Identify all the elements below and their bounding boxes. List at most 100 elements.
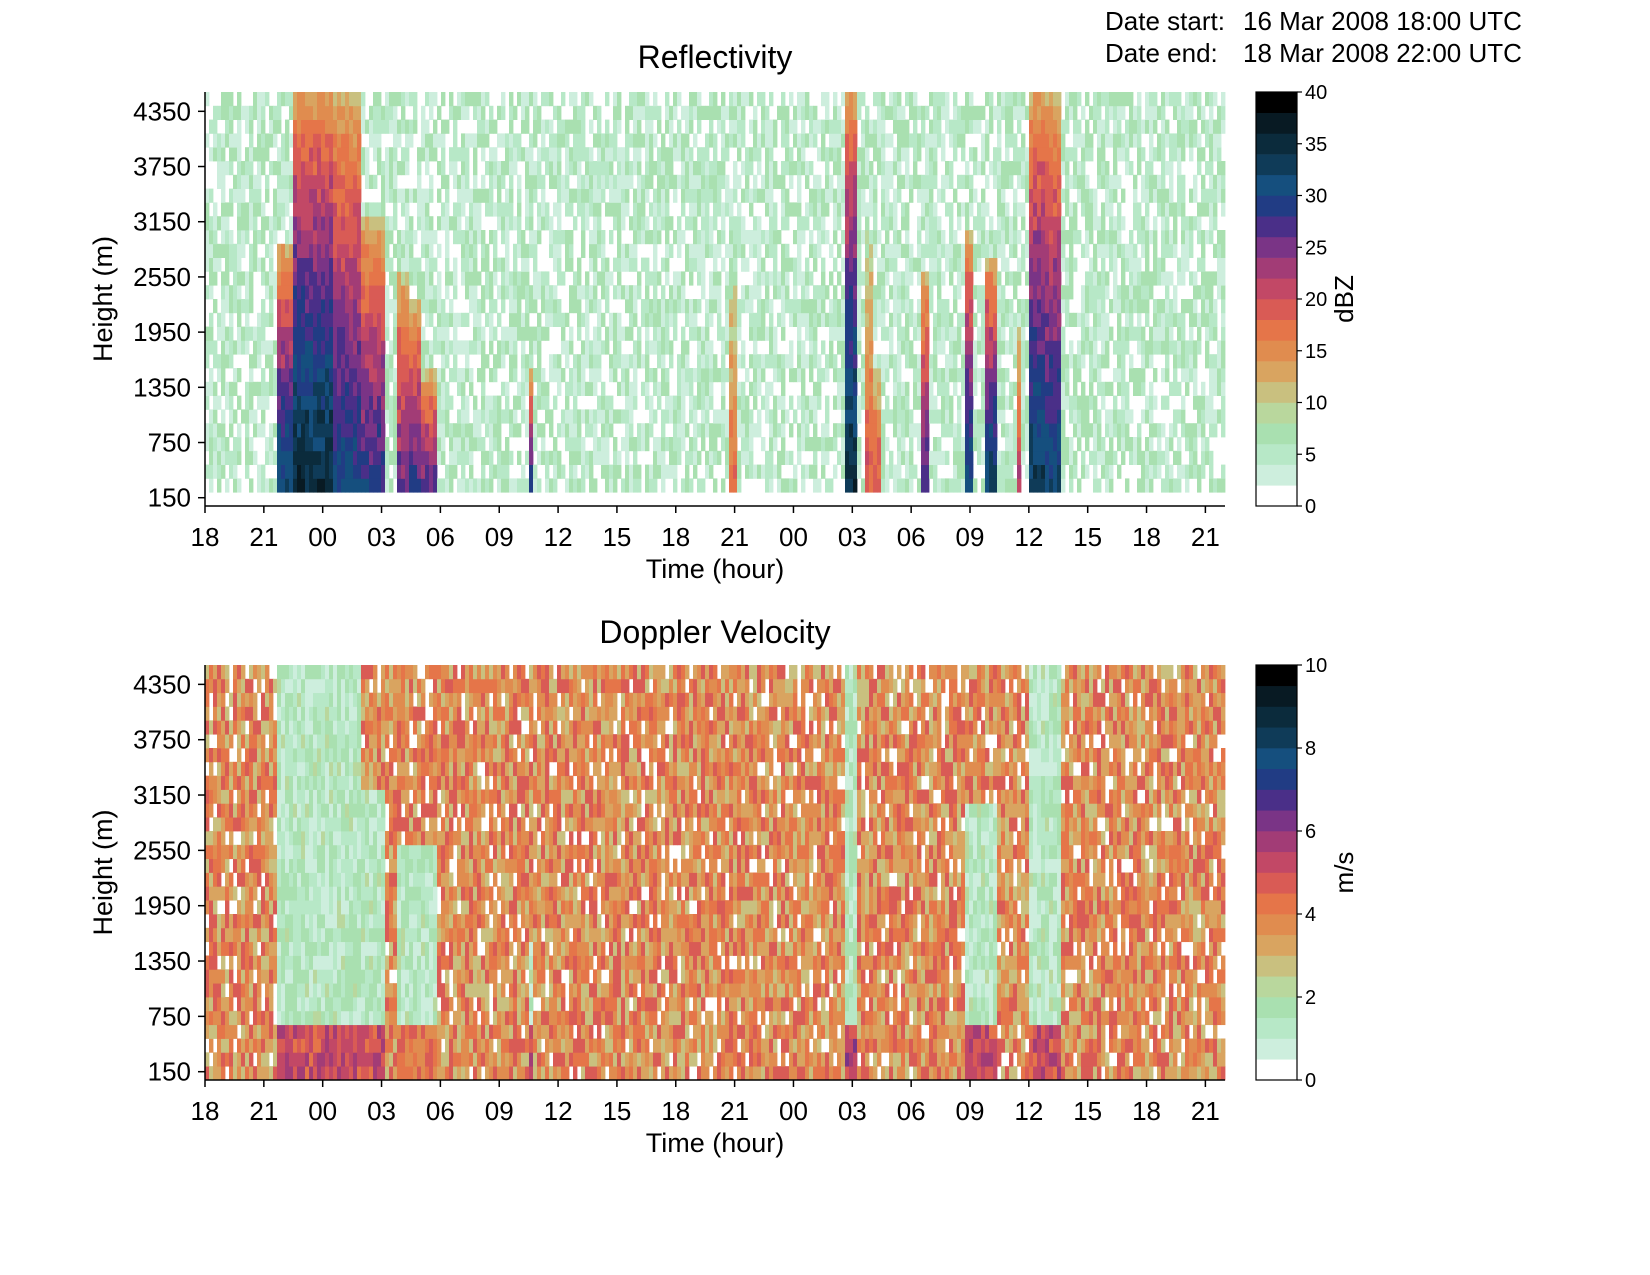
heatmap-cell [1041,188,1046,203]
heatmap-cell [333,133,338,148]
heatmap-cell [261,133,266,148]
heatmap-cell [321,395,326,410]
heatmap-cell [277,119,282,134]
heatmap-cell [945,354,950,369]
heatmap-cell [397,257,402,272]
heatmap-cell [809,354,814,369]
heatmap-cell [669,216,674,231]
heatmap-cell [1005,437,1010,452]
heatmap-cell [913,105,918,120]
heatmap-cell [929,230,934,245]
heatmap-cell [317,174,322,189]
heatmap-cell [461,133,466,148]
heatmap-cell [1089,423,1094,438]
heatmap-cell [1081,395,1086,410]
heatmap-cell [913,92,918,107]
heatmap-cell [929,243,934,258]
heatmap-cell [1025,174,1030,189]
heatmap-cell [221,285,226,300]
heatmap-cell [925,437,930,452]
heatmap-cell [221,243,226,258]
heatmap-cell [373,478,378,493]
heatmap-cell [1085,312,1090,327]
heatmap-cell [405,409,410,424]
heatmap-cell [585,464,590,479]
heatmap-cell [441,395,446,410]
heatmap-cell [1061,437,1066,452]
heatmap-cell [813,395,818,410]
heatmap-cell [669,105,674,120]
heatmap-cell [305,202,310,217]
heatmap-cell [529,92,534,107]
heatmap-cell [405,395,410,410]
heatmap-cell [717,119,722,134]
heatmap-cell [881,450,886,465]
heatmap-cell [377,119,382,134]
heatmap-cell [697,147,702,162]
heatmap-cell [857,161,862,176]
heatmap-cell [517,271,522,286]
heatmap-cell [1009,174,1014,189]
heatmap-cell [481,230,486,245]
heatmap-cell [1033,161,1038,176]
heatmap-cell [397,299,402,314]
heatmap-cell [749,243,754,258]
heatmap-cell [645,437,650,452]
heatmap-cell [825,92,830,107]
heatmap-cell [1025,423,1030,438]
heatmap-cell [969,105,974,120]
heatmap-cell [729,368,734,383]
heatmap-cell [705,381,710,396]
heatmap-cell [817,147,822,162]
heatmap-cell [709,133,714,148]
heatmap-cell [689,381,694,396]
heatmap-cell [361,478,366,493]
heatmap-cell [777,423,782,438]
heatmap-cell [849,92,854,107]
heatmap-cell [953,340,958,355]
heatmap-cell [773,202,778,217]
heatmap-cell [905,464,910,479]
heatmap-cell [985,354,990,369]
heatmap-cell [385,174,390,189]
heatmap-cell [897,423,902,438]
heatmap-cell [325,437,330,452]
heatmap-cell [977,299,982,314]
heatmap-cell [609,271,614,286]
heatmap-cell [813,409,818,424]
heatmap-cell [413,312,418,327]
heatmap-cell [777,230,782,245]
heatmap-cell [997,464,1002,479]
heatmap-cell [845,464,850,479]
heatmap-cell [673,395,678,410]
heatmap-cell [833,202,838,217]
heatmap-cell [505,381,510,396]
heatmap-cell [329,119,334,134]
heatmap-cell [305,381,310,396]
heatmap-cell [233,133,238,148]
heatmap-cell [225,216,230,231]
heatmap-cell [597,340,602,355]
heatmap-cell [957,450,962,465]
heatmap-cell [817,299,822,314]
heatmap-cell [349,354,354,369]
heatmap-cell [1025,147,1030,162]
heatmap-cell [581,133,586,148]
heatmap-cell [349,437,354,452]
heatmap-cell [261,423,266,438]
heatmap-cell [885,271,890,286]
heatmap-cell [345,216,350,231]
heatmap-cell [1057,299,1062,314]
heatmap-cell [373,423,378,438]
heatmap-cell [1065,285,1070,300]
heatmap-cell [769,340,774,355]
heatmap-cell [509,299,514,314]
heatmap-cell [749,326,754,341]
heatmap-cell [853,105,858,120]
heatmap-cell [697,202,702,217]
heatmap-cell [661,202,666,217]
heatmap-cell [329,450,334,465]
heatmap-cell [709,271,714,286]
heatmap-cell [269,257,274,272]
heatmap-cell [877,285,882,300]
